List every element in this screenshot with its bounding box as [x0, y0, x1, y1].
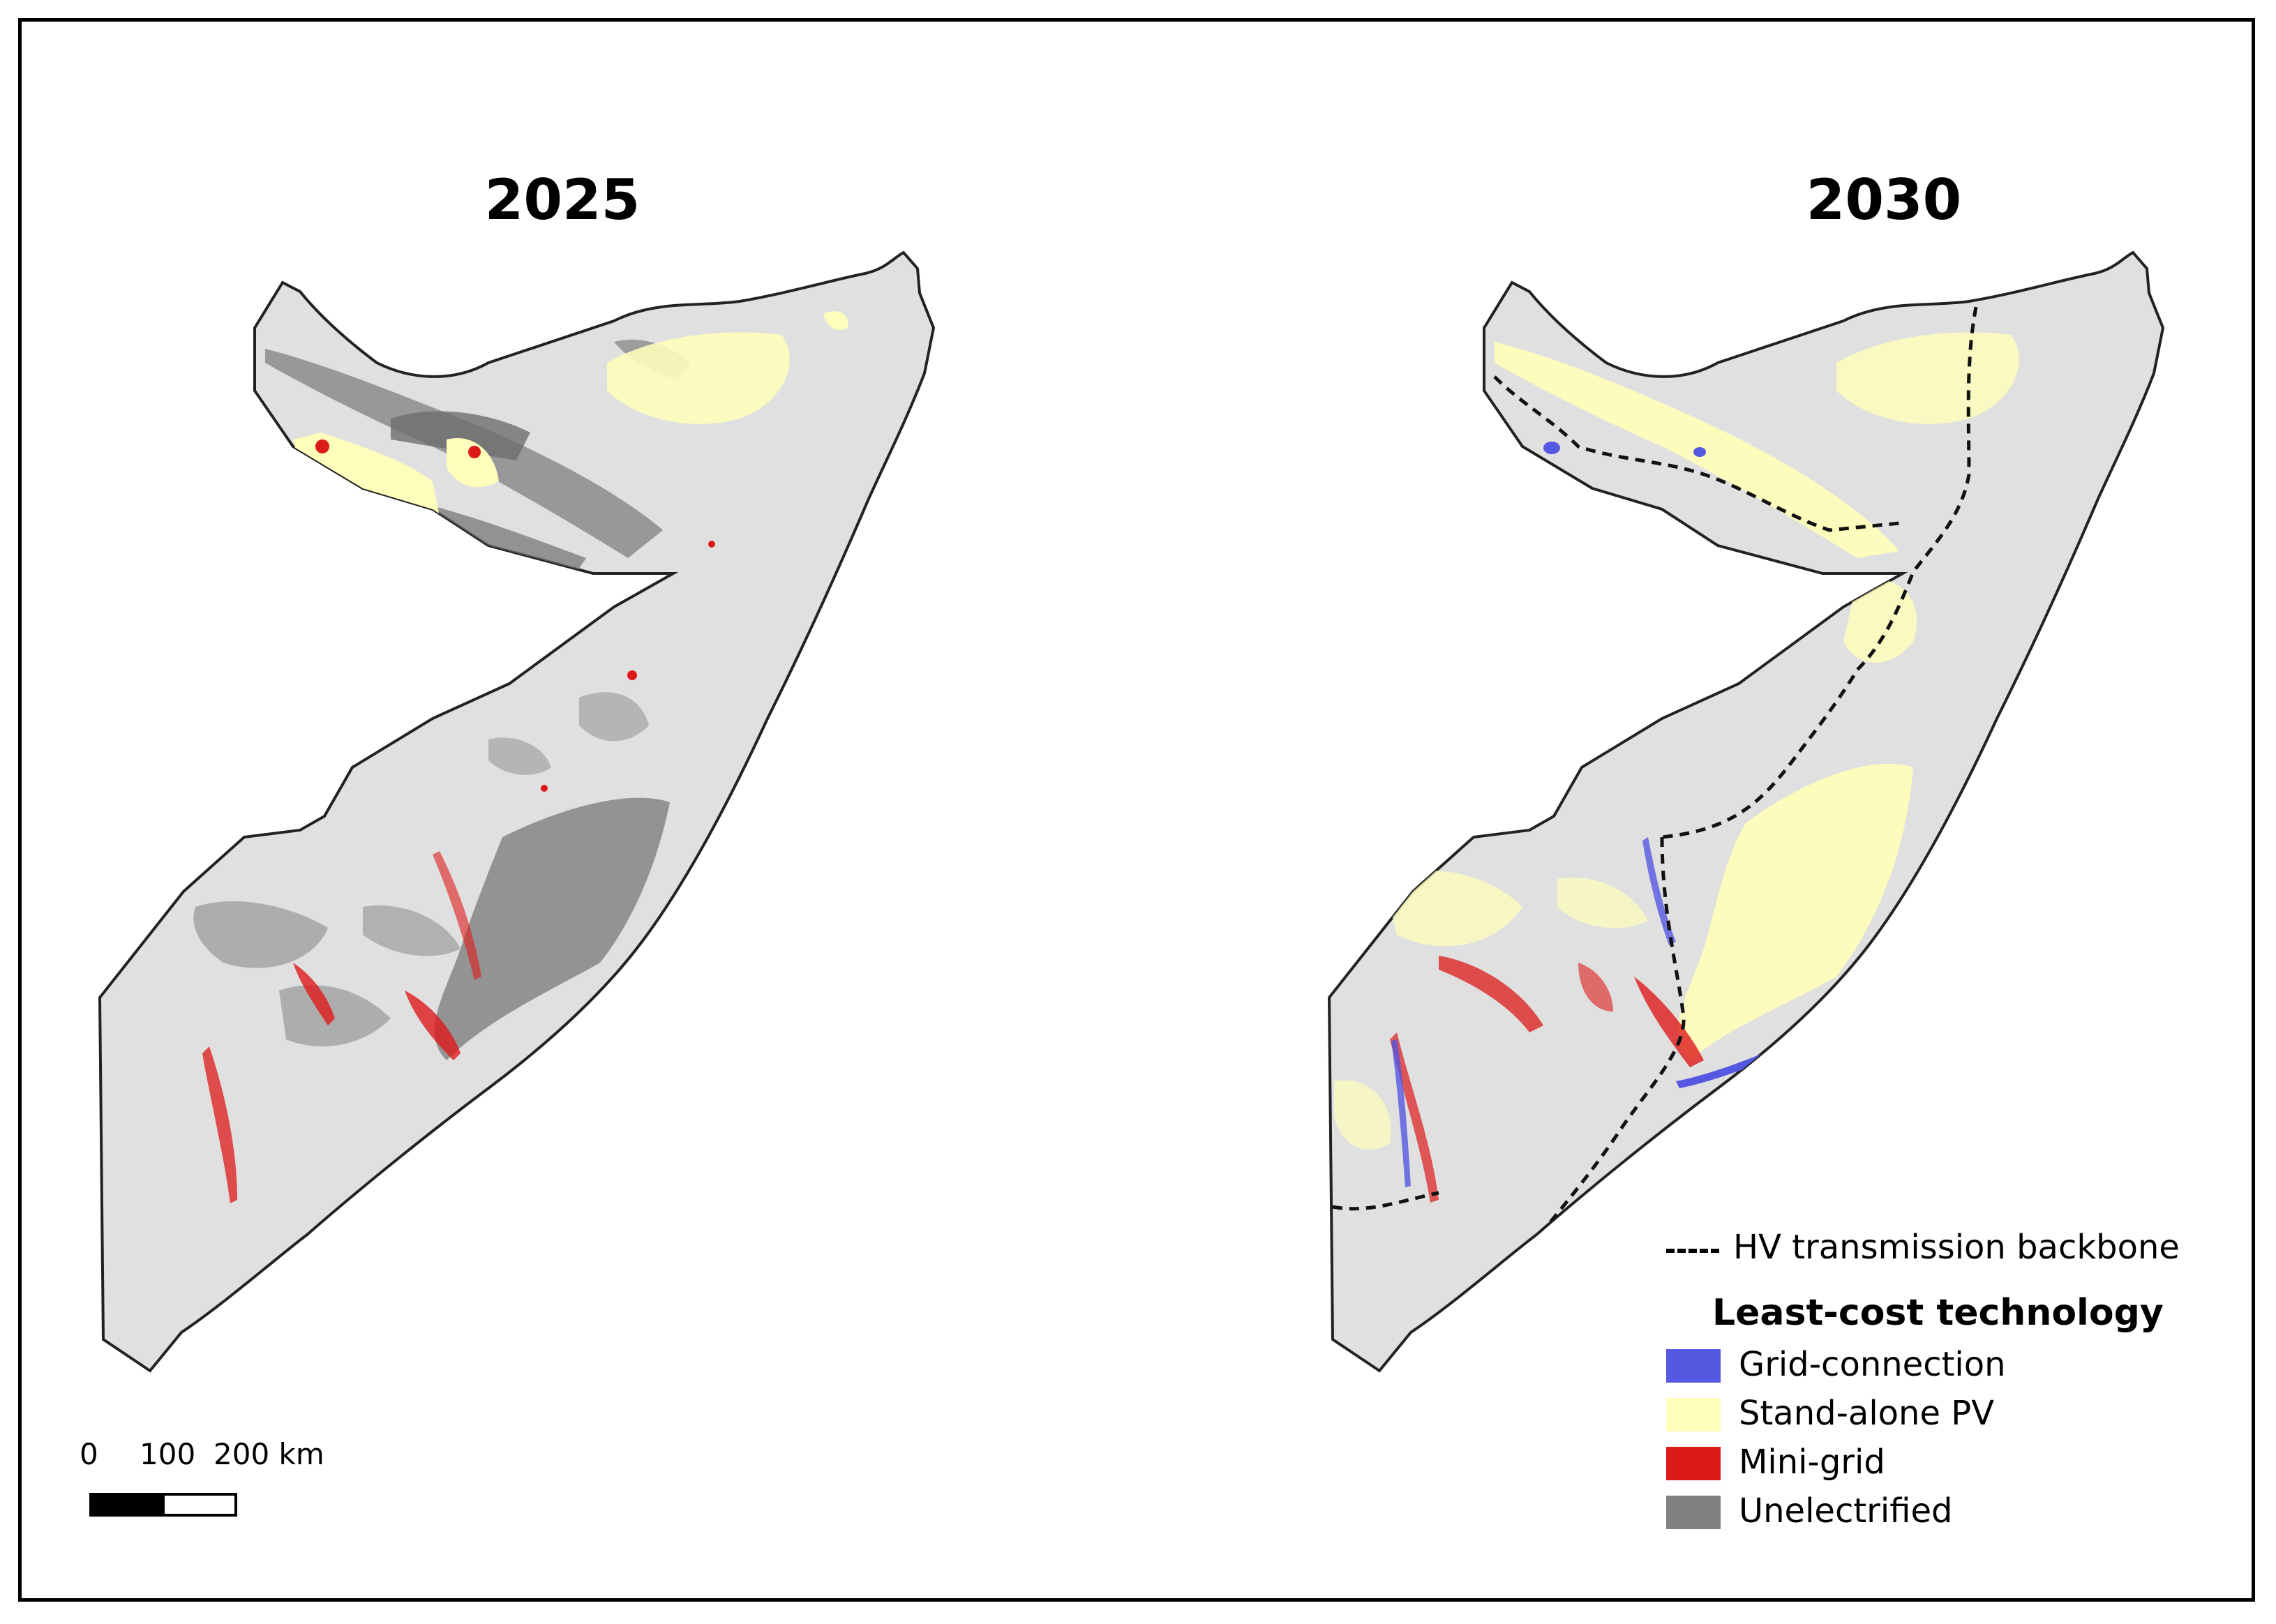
legend-item-label: Stand-alone PV [1739, 1394, 1995, 1433]
swatch-stand-alone-pv [1666, 1398, 1721, 1431]
legend-item-grid-connection: Grid-connection [1666, 1345, 2183, 1384]
map-2030 [1328, 251, 2164, 1372]
swatch-grid-connection [1666, 1349, 1721, 1383]
legend-item-stand-alone-pv: Stand-alone PV [1666, 1394, 2183, 1433]
swatch-unelectrified [1666, 1496, 1721, 1529]
scale-label-0: 0 [80, 1437, 98, 1471]
legend-item-label: Unelectrified [1739, 1491, 1953, 1531]
legend: HV transmission backbone Least-cost tech… [1661, 1228, 2191, 1542]
legend-heading: Least-cost technology [1712, 1292, 2164, 1334]
legend-item-label: Mini-grid [1739, 1443, 1885, 1482]
scale-segment-black [89, 1493, 165, 1517]
legend-transmission-row: HV transmission backbone [1661, 1228, 2191, 1270]
scale-bar: 0 100 200 km [77, 1437, 328, 1521]
legend-item-unelectrified: Unelectrified [1666, 1491, 2183, 1531]
swatch-mini-grid [1666, 1447, 1721, 1480]
scale-segment-white [162, 1493, 237, 1517]
map-title-2025: 2025 [484, 167, 641, 232]
map-title-2030: 2030 [1806, 167, 1962, 232]
legend-transmission-label: HV transmission backbone [1733, 1228, 2180, 1267]
scale-label-100: 100 [140, 1437, 196, 1471]
legend-item-mini-grid: Mini-grid [1666, 1443, 2183, 1482]
scale-label-200: 200 km [214, 1437, 324, 1471]
legend-item-label: Grid-connection [1739, 1345, 2006, 1384]
map-2025 [98, 251, 935, 1372]
transmission-dash-icon [1666, 1249, 1719, 1253]
